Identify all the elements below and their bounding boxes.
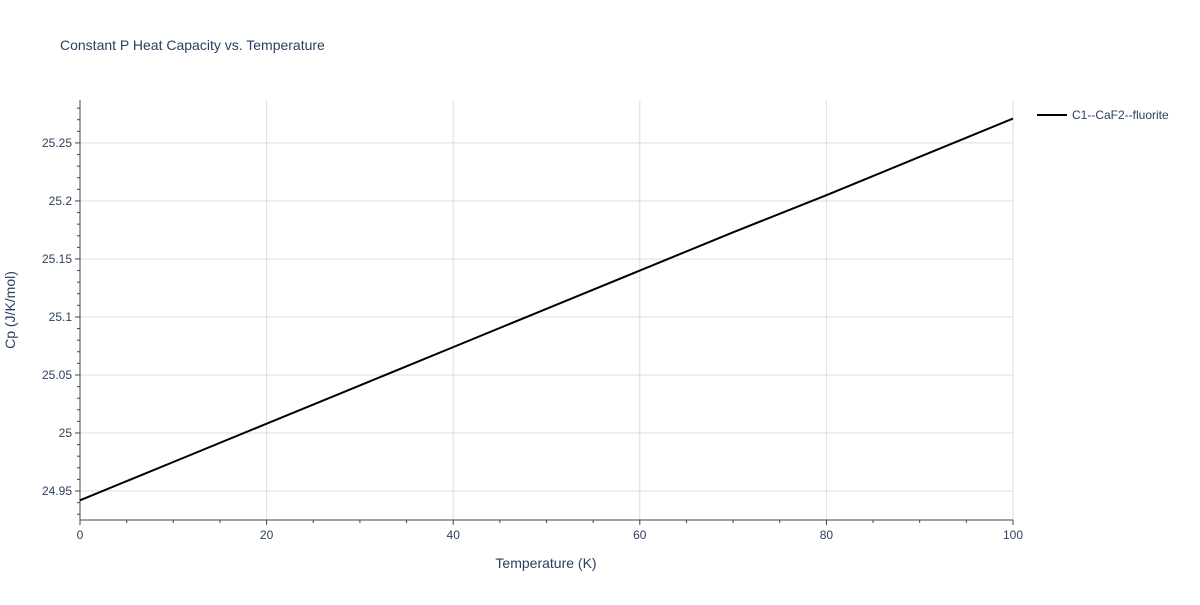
series-layer xyxy=(79,117,1014,502)
series-line xyxy=(79,117,1014,502)
y-tick-label: 25.2 xyxy=(49,194,73,208)
x-tick-label: 80 xyxy=(820,528,834,542)
y-tick-label: 25.05 xyxy=(42,368,72,382)
chart-title: Constant P Heat Capacity vs. Temperature xyxy=(60,37,325,53)
x-tick-label: 20 xyxy=(260,528,274,542)
grid-lines xyxy=(80,100,1014,520)
y-axis-title: Cp (J/K/mol) xyxy=(2,271,18,349)
legend[interactable]: C1--CaF2--fluorite xyxy=(1037,108,1169,122)
x-tick-label: 100 xyxy=(1003,528,1023,542)
y-tick-label: 25.25 xyxy=(42,136,72,150)
y-tick-label: 25 xyxy=(59,426,73,440)
legend-label: C1--CaF2--fluorite xyxy=(1072,108,1169,122)
y-tick-label: 25.1 xyxy=(49,310,73,324)
x-axis-title: Temperature (K) xyxy=(495,555,596,571)
x-tick-label: 60 xyxy=(633,528,647,542)
axes: 0 20 40 60 80 100 24.95 25 25.05 25.1 25.15 25.2 25.… xyxy=(42,100,1023,542)
x-tick-label: 0 xyxy=(77,528,84,542)
x-tick-label: 40 xyxy=(447,528,461,542)
y-tick-label: 24.95 xyxy=(42,484,72,498)
y-tick-label: 25.15 xyxy=(42,252,72,266)
